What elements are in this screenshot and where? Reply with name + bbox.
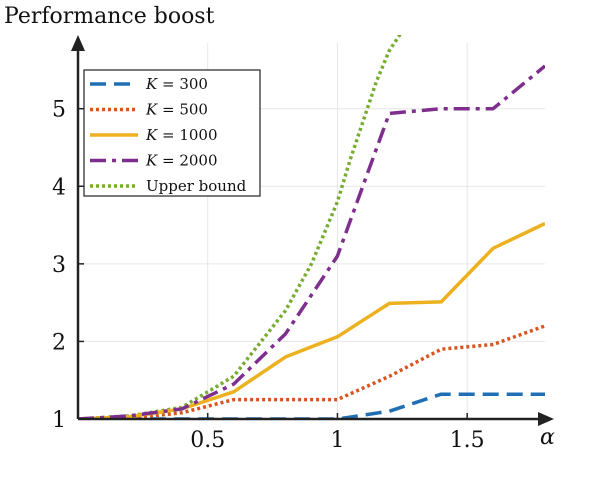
y-axis-title: Performance boost — [4, 4, 215, 29]
y-tick-label: 2 — [52, 330, 66, 355]
x-axis-arrowhead — [538, 412, 554, 426]
series-line-k-500 — [78, 324, 545, 419]
y-tick-label: 5 — [52, 98, 66, 123]
y-tick-label: 3 — [52, 253, 66, 278]
legend: K = 300 K = 500 K = 1000 K = 2000 Upper boun… — [83, 69, 261, 197]
legend-label: Upper bound — [146, 177, 247, 195]
legend-label: K = 500 — [145, 101, 208, 119]
x-tick-label: 0.5 — [190, 428, 225, 453]
series-line-k-300 — [78, 392, 545, 419]
legend-label: K = 2000 — [145, 152, 218, 170]
x-tick-label: 1.5 — [450, 428, 485, 453]
x-tick-label: 1 — [330, 428, 344, 453]
legend-label: K = 300 — [145, 75, 208, 93]
legend-box — [83, 69, 261, 197]
y-tick-label: 4 — [52, 175, 66, 200]
x-axis-title: α — [540, 425, 555, 450]
series-layer — [78, 35, 545, 419]
legend-label: K = 1000 — [145, 126, 218, 144]
series-line-k-2000 — [78, 64, 545, 419]
ticks: 0.5 1 1.5 1 2 3 4 5 — [52, 98, 485, 453]
y-axis-arrowhead — [71, 35, 85, 51]
series-line-k-1000 — [78, 221, 545, 419]
y-tick-label: 1 — [52, 408, 66, 433]
